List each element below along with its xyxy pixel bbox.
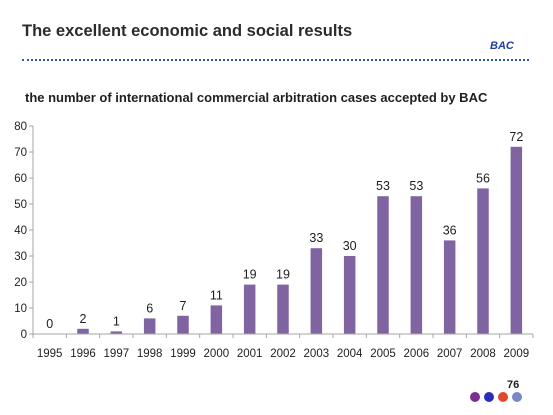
data-label-2004: 30 [343,239,357,253]
bar-1997 [110,331,123,334]
data-label-2007: 36 [443,223,457,237]
data-labels: 0 2 1 6 7 11 19 19 33 30 53 53 36 56 72 [46,130,523,331]
x-tick-label-2006: 2006 [404,348,430,360]
brand-label: BAC [490,40,514,52]
bar-2003 [310,248,323,334]
bar-2001 [243,284,256,334]
nav-dot-4 [512,392,522,402]
bar-2007 [443,240,456,334]
data-label-2002: 19 [276,268,290,282]
bar-1996 [77,328,89,334]
y-tick-label: 0 [21,329,27,341]
x-tick-label-1998: 1998 [137,348,163,360]
x-tick-label-2002: 2002 [270,348,296,360]
bar-2008 [477,188,489,334]
x-tick-label-1995: 1995 [37,348,63,360]
x-tick-label-2001: 2001 [237,348,263,360]
bar-2000 [210,305,223,334]
x-tick-label-2009: 2009 [504,348,530,360]
x-tick-label-2003: 2003 [304,348,330,360]
x-tick-label-2004: 2004 [337,348,363,360]
nav-dot-2 [484,392,494,402]
data-label-2003: 33 [309,231,323,245]
x-tick-label-1999: 1999 [170,348,196,360]
x-tick-label-1997: 1997 [104,348,130,360]
data-label-2008: 56 [476,171,490,185]
title-divider [22,59,529,61]
y-tick-label: 70 [14,147,27,159]
bar-1999 [177,315,189,334]
y-axis-ticks: 0 10 20 30 40 50 60 70 80 [14,121,33,341]
x-tick-label-2000: 2000 [204,348,230,360]
bar-1998 [143,318,156,334]
y-tick-label: 50 [14,199,27,211]
data-label-1998: 6 [146,301,153,315]
y-tick-label: 40 [14,225,27,237]
y-tick-label: 60 [14,173,27,185]
bar-2009 [510,146,523,334]
bar-2005 [377,196,389,334]
data-label-2001: 19 [243,268,257,282]
y-tick-label: 30 [14,251,27,263]
x-tick-label-1996: 1996 [70,348,96,360]
data-label-2000: 11 [210,288,223,302]
data-label-1999: 7 [180,299,187,313]
page-number: 76 [507,379,520,391]
nav-dot-1 [470,392,480,402]
chart-title: the number of international commercial a… [25,90,488,105]
y-tick-label: 10 [14,303,27,315]
data-label-2005: 53 [376,179,390,193]
bars [77,146,523,334]
y-tick-label: 80 [14,121,27,133]
data-label-1996: 2 [80,312,87,326]
slide-title: The excellent economic and social result… [22,22,353,40]
x-tick-label-2007: 2007 [437,348,463,360]
data-label-1995: 0 [46,317,53,331]
data-label-1997: 1 [113,314,120,328]
x-tick-label-2005: 2005 [370,348,396,360]
bar-2002 [277,284,289,334]
y-tick-label: 20 [14,277,27,289]
bar-2004 [343,256,356,334]
data-label-2009: 72 [509,130,523,144]
bar-2006 [410,196,423,334]
x-axis-ticks: 1995 1996 1997 1998 1999 2000 2001 2002 2003 2004… [32,334,534,360]
data-label-2006: 53 [409,179,423,193]
x-tick-label-2008: 2008 [470,348,496,360]
nav-dot-3 [498,392,508,402]
